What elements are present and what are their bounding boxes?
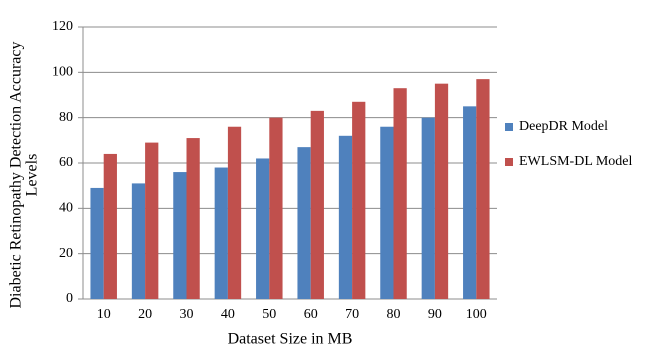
bar [103,153,117,299]
x-tick-label: 90 [428,307,442,322]
x-tick-label: 100 [466,307,487,322]
bar [434,83,449,300]
bar [380,126,394,299]
legend-swatch [505,123,513,131]
bar [297,147,311,299]
y-tick-label: 60 [59,155,73,170]
bar [214,167,228,299]
y-tick-label: 20 [59,246,73,261]
x-tick-label: 40 [221,307,235,322]
bar [256,158,270,299]
y-tick-label: 0 [66,291,73,306]
y-tick-label: 100 [52,65,73,80]
x-tick-label: 10 [97,307,111,322]
x-tick-label: 20 [138,307,152,322]
x-tick-label: 80 [387,307,401,322]
y-axis-title: Levels [24,154,41,197]
bar [269,117,283,300]
bar [310,110,324,299]
bar [338,135,353,299]
bar [186,138,200,299]
y-tick-label: 80 [59,110,73,125]
bar [90,187,104,299]
legend-label: EWLSM-DL Model [519,154,633,169]
y-tick-label: 40 [59,201,73,216]
bar [476,79,490,299]
bar [463,106,477,299]
x-tick-label: 70 [345,307,359,322]
bar [173,172,187,299]
x-tick-label: 30 [180,307,194,322]
y-tick-label: 120 [52,19,73,34]
bar [393,88,407,299]
bar [227,126,242,299]
y-axis-title: Diabetic Retinopathy Detection Accuracy [8,41,25,308]
legend-swatch [505,158,513,166]
x-tick-label: 50 [262,307,276,322]
bar [145,142,159,299]
bar [131,183,146,299]
bar [352,101,366,299]
x-tick-label: 60 [304,307,318,322]
x-axis-title: Dataset Size in MB [228,331,353,348]
legend-label: DeepDR Model [519,119,608,134]
bar [421,117,435,300]
